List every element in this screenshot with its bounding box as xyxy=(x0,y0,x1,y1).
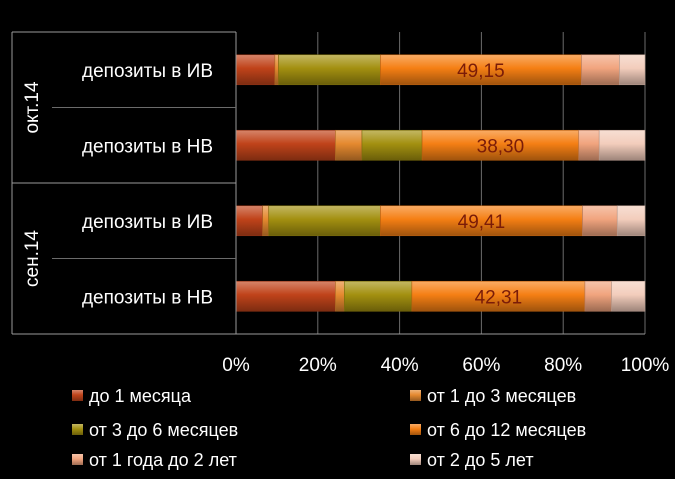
bar-segment xyxy=(611,280,646,312)
group-label: окт.14 xyxy=(22,81,43,134)
data-label: 42,31 xyxy=(475,287,523,308)
category-label: депозиты в ИВ xyxy=(82,212,213,233)
bar-segment xyxy=(235,54,276,86)
legend-label: от 6 до 12 месяцев xyxy=(427,420,586,440)
bar-segment xyxy=(581,54,620,86)
bar-segment xyxy=(380,205,583,237)
legend-swatch xyxy=(410,390,421,401)
category-label: депозиты в НВ xyxy=(82,287,213,308)
bar-segment xyxy=(335,129,363,161)
bar-segment xyxy=(268,205,381,237)
legend-label: от 1 года до 2 лет xyxy=(89,450,237,470)
legend-swatch xyxy=(410,454,421,465)
x-tick-label: 0% xyxy=(222,355,250,376)
category-label: депозиты в ИВ xyxy=(82,61,213,82)
bar-segment xyxy=(578,129,600,161)
legend-swatch xyxy=(410,424,421,435)
x-tick-label: 20% xyxy=(299,355,337,376)
legend-swatch xyxy=(72,424,83,435)
x-tick-label: 100% xyxy=(621,355,670,376)
bar-segment xyxy=(598,129,646,161)
bar-segment xyxy=(584,280,612,312)
group-label: сен.14 xyxy=(22,230,43,287)
x-tick-label: 80% xyxy=(544,355,582,376)
bar-segment xyxy=(235,129,336,161)
data-label: 49,41 xyxy=(458,212,506,233)
bar-segment xyxy=(235,280,336,312)
data-label: 38,30 xyxy=(477,136,525,157)
category-label: депозиты в НВ xyxy=(82,136,213,157)
x-tick-label: 60% xyxy=(462,355,500,376)
legend-label: от 3 до 6 месяцев xyxy=(89,420,238,440)
bar-segment xyxy=(421,129,580,161)
legend-swatch xyxy=(72,390,83,401)
bar-segment xyxy=(262,205,270,237)
bar-segment xyxy=(274,54,279,86)
legend-swatch xyxy=(72,454,83,465)
bar-segment xyxy=(361,129,423,161)
data-label: 49,15 xyxy=(457,61,505,82)
legend-label: до 1 месяца xyxy=(89,386,192,406)
bar-segment xyxy=(278,54,381,86)
bar-segment xyxy=(619,54,646,86)
bar-segment xyxy=(344,280,413,312)
bar-segment xyxy=(235,205,263,237)
x-tick-label: 40% xyxy=(381,355,419,376)
legend-label: от 1 до 3 месяцев xyxy=(427,386,576,406)
bar-segment xyxy=(616,205,646,237)
bar-segment xyxy=(335,280,345,312)
bar-segment xyxy=(411,280,586,312)
bar-segment xyxy=(582,205,618,237)
legend-label: от 2 до 5 лет xyxy=(427,450,534,470)
